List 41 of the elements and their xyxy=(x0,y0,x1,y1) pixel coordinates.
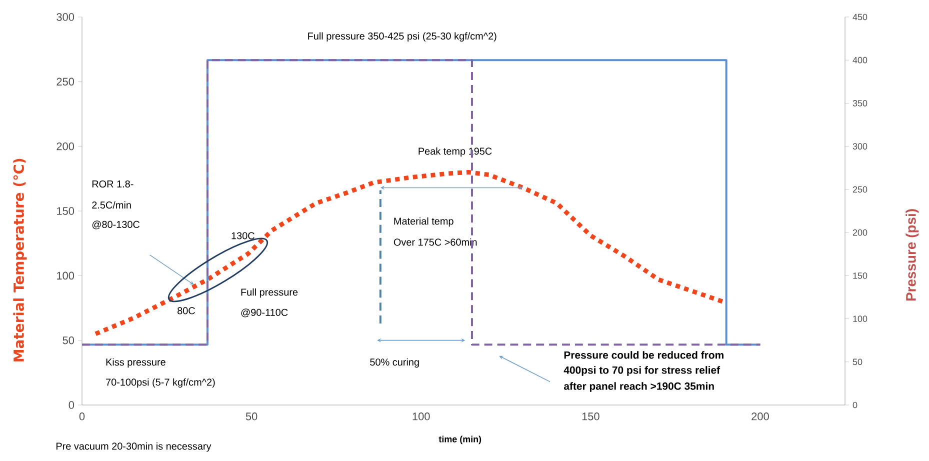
annotation: 130C xyxy=(232,232,254,240)
annotation: 80C xyxy=(178,307,195,314)
annotation: 2.5C/min xyxy=(92,201,131,209)
annotation: Kiss pressure xyxy=(106,358,166,368)
x-tick-label: 150 xyxy=(582,412,600,420)
annotation: Full pressure 350-425 psi (25-30 kgf/cm^2) xyxy=(308,32,496,42)
y2-tick-label: 50 xyxy=(852,358,862,366)
annotation: after panel reach >190C 35min xyxy=(564,382,714,392)
annotation: ROR 1.8- xyxy=(92,180,134,188)
y-tick-label: 150 xyxy=(57,207,74,215)
y2-tick-label: 300 xyxy=(852,143,868,150)
text: Pre vacuum 20-30min is necessary xyxy=(56,442,212,452)
annotation: Pressure could be reduced from xyxy=(564,351,724,359)
y2-axis-title: Pressure (psi) xyxy=(906,209,919,301)
y2-tick-label: 450 xyxy=(852,14,868,20)
y-tick-label: 50 xyxy=(62,336,74,344)
y-tick-label: 200 xyxy=(56,142,74,150)
y-axis-title: Material Temperature (℃) xyxy=(13,158,27,362)
y2-tick-label: 350 xyxy=(852,100,868,106)
y2-tick-label: 200 xyxy=(852,229,868,236)
y2-tick-label: 400 xyxy=(852,56,868,64)
y-tick-label: 100 xyxy=(57,272,74,280)
x-tick-label: 0 xyxy=(79,412,85,420)
y-tick-label: 250 xyxy=(56,78,74,86)
y-tick-label: 300 xyxy=(56,13,74,21)
x-tick-label: 200 xyxy=(752,412,769,420)
y2-tick-label: 100 xyxy=(853,316,868,322)
y-tick-label: 0 xyxy=(68,401,74,409)
annotation: Full pressure xyxy=(241,288,298,298)
annotation: 400psi to 70 psi for stress relief xyxy=(564,366,720,376)
annotation: 70-100psi (5-7 kgf/cm^2) xyxy=(106,378,215,388)
annotation: 50% curing xyxy=(370,358,419,368)
y2-tick-label: 0 xyxy=(852,402,858,408)
y2-tick-label: 150 xyxy=(853,272,868,279)
x-tick-label: 50 xyxy=(246,412,258,420)
x-tick-label: 100 xyxy=(412,412,430,420)
annotation: @90-110C xyxy=(241,308,288,318)
annotation: Material temp xyxy=(394,217,454,227)
y2-tick-label: 250 xyxy=(852,186,868,193)
annotation: @80-130C xyxy=(92,220,140,230)
x-axis-title: time (min) xyxy=(438,436,482,444)
